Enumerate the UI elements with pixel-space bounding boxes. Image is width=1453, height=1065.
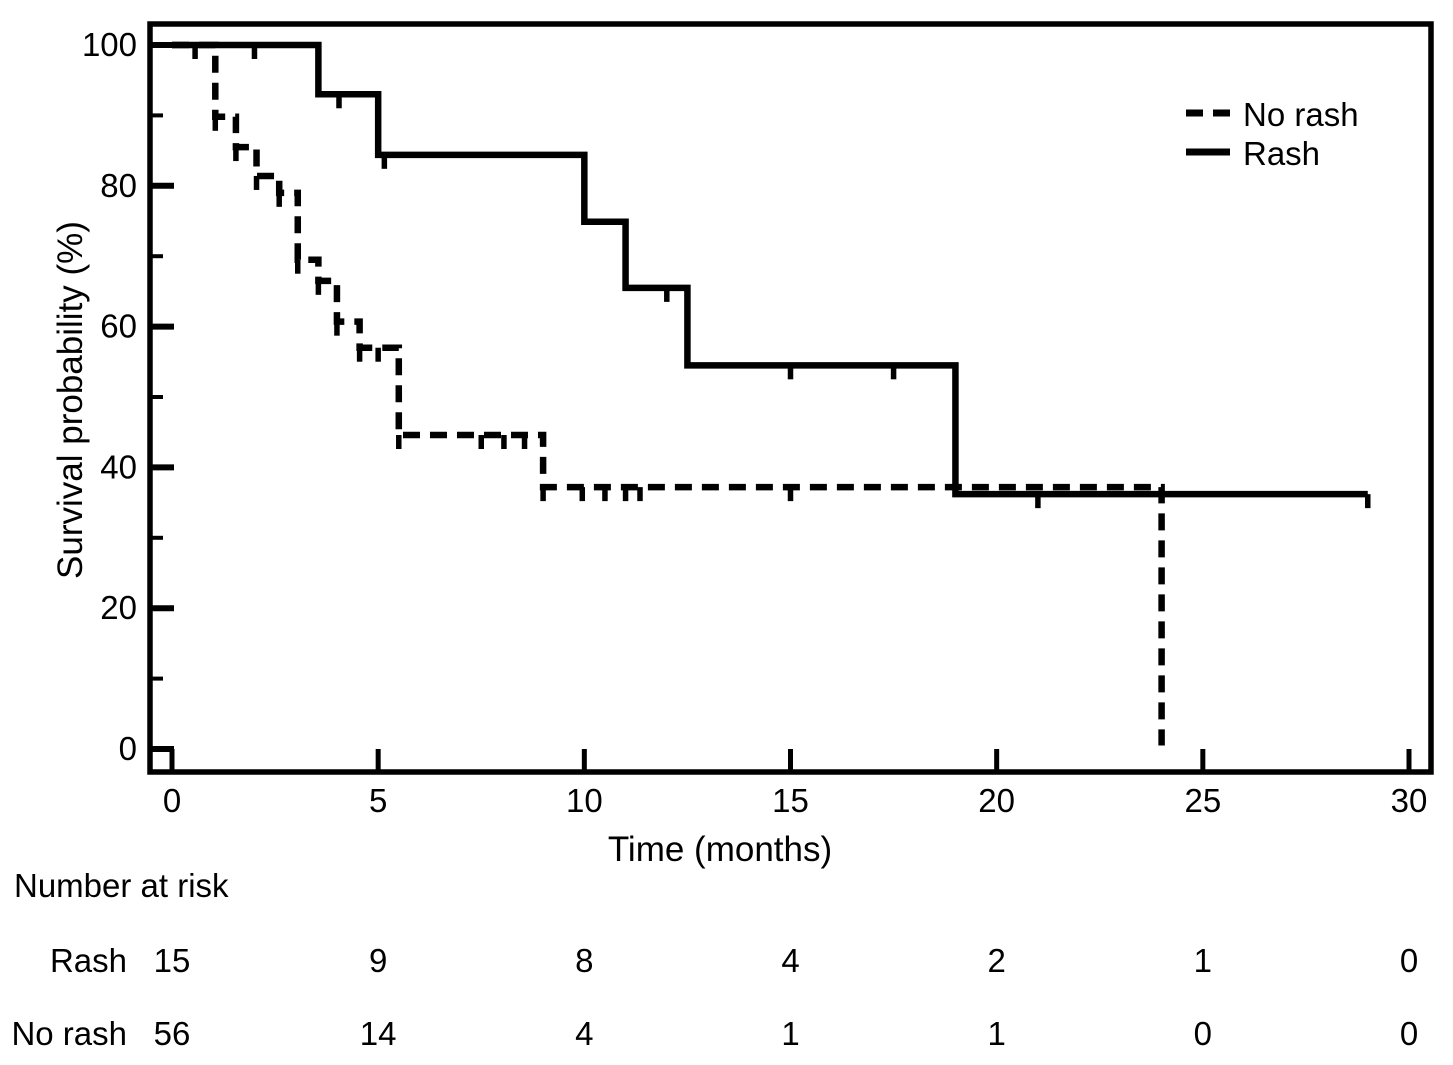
risk-count: 8 bbox=[575, 942, 593, 979]
plot-border-box bbox=[147, 21, 1434, 775]
y-tick-label: 0 bbox=[119, 730, 137, 767]
risk-count: 15 bbox=[154, 942, 191, 979]
risk-row-label-no-rash: No rash bbox=[11, 1015, 127, 1052]
risk-count: 14 bbox=[360, 1015, 397, 1052]
risk-count: 0 bbox=[1194, 1015, 1212, 1052]
y-axis-label: Survival probability (%) bbox=[51, 221, 90, 579]
y-tick-label: 40 bbox=[100, 448, 137, 485]
x-tick-label: 25 bbox=[1184, 782, 1221, 819]
risk-count: 9 bbox=[369, 942, 387, 979]
risk-count: 1 bbox=[781, 1015, 799, 1052]
risk-count: 1 bbox=[1194, 942, 1212, 979]
x-axis-label: Time (months) bbox=[608, 830, 832, 869]
risk-count: 4 bbox=[575, 1015, 593, 1052]
y-tick-label: 60 bbox=[100, 308, 137, 345]
legend-label-no-rash: No rash bbox=[1243, 96, 1359, 133]
x-tick-label: 10 bbox=[566, 782, 603, 819]
risk-count: 0 bbox=[1400, 942, 1418, 979]
risk-row-label-rash: Rash bbox=[50, 942, 127, 979]
y-tick-label: 100 bbox=[82, 26, 137, 63]
km-curve-no-rash bbox=[172, 41, 1165, 746]
risk-table-title: Number at risk bbox=[14, 867, 229, 904]
legend: No rash Rash bbox=[1186, 96, 1359, 172]
x-tick-label: 20 bbox=[978, 782, 1015, 819]
km-curve-rash bbox=[172, 41, 1368, 498]
x-tick-label: 5 bbox=[369, 782, 387, 819]
risk-count: 56 bbox=[154, 1015, 191, 1052]
risk-count: 1 bbox=[987, 1015, 1005, 1052]
legend-label-rash: Rash bbox=[1243, 135, 1320, 172]
x-tick-label: 0 bbox=[163, 782, 181, 819]
y-tick-label: 20 bbox=[100, 589, 137, 626]
risk-count: 2 bbox=[987, 942, 1005, 979]
x-tick-label: 30 bbox=[1391, 782, 1428, 819]
risk-count: 4 bbox=[781, 942, 799, 979]
y-tick-label: 80 bbox=[100, 167, 137, 204]
risk-count: 0 bbox=[1400, 1015, 1418, 1052]
x-tick-label: 15 bbox=[772, 782, 809, 819]
